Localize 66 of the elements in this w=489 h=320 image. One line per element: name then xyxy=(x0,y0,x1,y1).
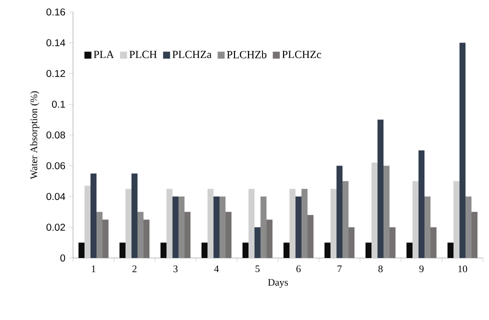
bar xyxy=(366,242,372,258)
bar xyxy=(126,188,132,258)
legend-label: PLA xyxy=(94,50,114,58)
bar xyxy=(254,227,261,258)
y-tick-label: 0.12 xyxy=(46,70,65,78)
bar xyxy=(166,188,173,258)
bar xyxy=(472,212,478,258)
bar xyxy=(324,242,331,258)
bar xyxy=(214,196,220,258)
bar xyxy=(406,242,412,258)
y-tick-label: 0 xyxy=(60,254,66,262)
bar xyxy=(418,150,424,258)
bar xyxy=(378,120,384,258)
bar xyxy=(242,242,249,258)
bar xyxy=(120,242,126,258)
y-tick-label: 0.16 xyxy=(46,8,66,16)
bar xyxy=(448,242,454,258)
bar xyxy=(208,188,214,258)
bar xyxy=(296,196,302,258)
bar xyxy=(78,242,85,258)
x-tick-label: 6 xyxy=(296,266,301,272)
x-axis-title: Days xyxy=(268,279,288,288)
y-tick-label: 0.06 xyxy=(46,162,66,170)
bar xyxy=(248,188,255,258)
bar xyxy=(160,242,167,258)
x-tick-label: 4 xyxy=(214,266,219,272)
y-tick-label: 0.1 xyxy=(52,100,66,108)
bar xyxy=(336,166,343,258)
x-tick-label: 7 xyxy=(338,266,342,272)
bar xyxy=(90,173,97,258)
legend-label: PLCHZb xyxy=(226,50,266,58)
bar xyxy=(290,188,296,258)
bar xyxy=(172,196,179,258)
bar xyxy=(330,188,337,258)
bar xyxy=(266,220,273,258)
bar xyxy=(202,242,208,258)
x-tick-label: 5 xyxy=(256,266,260,272)
y-tick-label: 0.14 xyxy=(46,39,66,46)
legend-label: PLCHZc xyxy=(282,50,322,58)
bar xyxy=(308,214,314,258)
y-tick-label: 0.08 xyxy=(46,131,66,139)
x-tick-label: 9 xyxy=(419,266,424,272)
x-tick-label: 3 xyxy=(174,266,178,272)
bar xyxy=(102,220,109,258)
x-tick-label: 10 xyxy=(458,266,468,272)
bar xyxy=(372,162,378,258)
bar xyxy=(84,186,91,258)
y-axis-title: Water Absorption (%) xyxy=(30,91,40,180)
x-tick-label: 8 xyxy=(378,266,383,272)
x-tick-label: 1 xyxy=(92,266,96,272)
bar xyxy=(454,181,460,258)
bar xyxy=(412,181,418,258)
bar xyxy=(460,42,466,258)
legend-label: PLCH xyxy=(129,50,157,58)
bar xyxy=(430,227,436,258)
bar xyxy=(348,227,355,258)
bar xyxy=(390,227,396,258)
y-tick-label: 0.02 xyxy=(46,224,65,231)
bar xyxy=(132,173,138,258)
bar xyxy=(184,212,191,258)
y-tick-label: 0.04 xyxy=(46,192,66,200)
bar xyxy=(284,242,290,258)
x-tick-label: 2 xyxy=(132,266,136,272)
bar xyxy=(144,220,150,258)
legend-label: PLCHZa xyxy=(172,50,212,58)
bar xyxy=(226,212,232,258)
